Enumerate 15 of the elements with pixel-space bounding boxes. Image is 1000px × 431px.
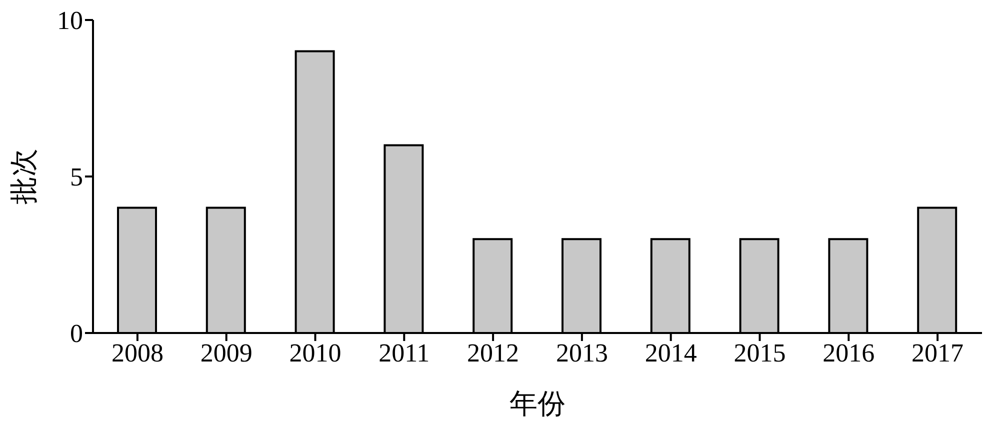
x-tick-label: 2011 <box>378 338 430 368</box>
x-tick-label: 2009 <box>200 338 252 368</box>
x-tick-label: 2015 <box>734 338 786 368</box>
x-tick-label: 2013 <box>556 338 608 368</box>
y-axis-title: 批次 <box>8 148 40 204</box>
x-tick-label: 2014 <box>644 338 697 368</box>
y-tick-label: 5 <box>70 162 83 192</box>
x-tick-label: 2017 <box>912 338 964 368</box>
x-axis-title: 年份 <box>510 389 566 420</box>
y-tick-label: 0 <box>70 319 83 348</box>
y-tick-label: 10 <box>57 6 83 36</box>
x-tick-label: 2008 <box>111 338 164 368</box>
x-tick-label: 2012 <box>467 338 520 368</box>
x-tick-label: 2016 <box>822 338 875 368</box>
x-tick-label: 2010 <box>289 338 342 368</box>
